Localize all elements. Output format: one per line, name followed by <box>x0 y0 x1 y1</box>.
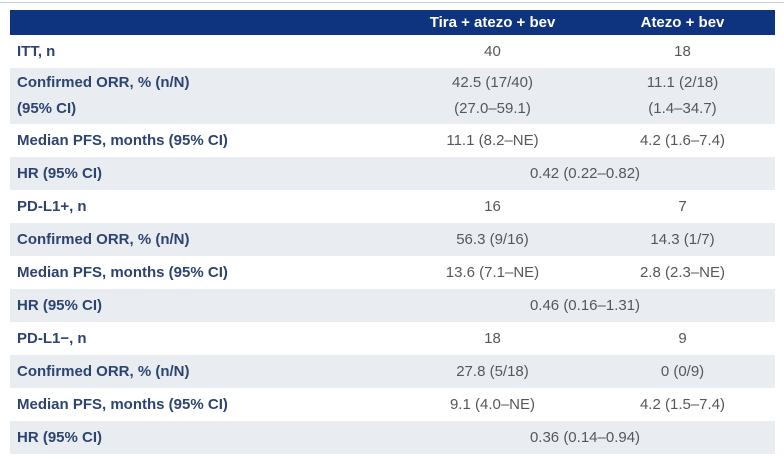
row-orr-pdl1-pos: Confirmed ORR, % (n/N) 56.3 (9/16) 14.3 … <box>10 223 775 256</box>
cell-value-tira: 18 <box>484 329 501 347</box>
cell-value-tira: 13.6 (7.1–NE) <box>445 263 540 281</box>
cell-value-atezo: 7 <box>678 197 687 215</box>
row-hr-pdl1-neg: HR (95% CI) 0.36 (0.14–0.94) <box>10 421 775 454</box>
row-label: Confirmed ORR, % (n/N) <box>17 230 190 248</box>
table-header-row: Tira + atezo + bev Atezo + bev <box>10 10 775 35</box>
row-label: PD-L1−, n <box>17 329 87 347</box>
row-label-line2: (95% CI) <box>17 100 77 117</box>
cell-value-span: 0.42 (0.22–0.82) <box>529 164 641 182</box>
cell-value-atezo: 2.8 (2.3–NE) <box>639 263 726 281</box>
row-hr-pdl1-pos: HR (95% CI) 0.46 (0.16–1.31) <box>10 289 775 322</box>
cell-value-atezo: 11.1 (2/18) (1.4–34.7) <box>590 70 775 122</box>
cell-value-atezo: 18 <box>674 42 691 60</box>
cell-value-line2: (27.0–59.1) <box>454 100 531 117</box>
cell-value-tira: 16 <box>484 197 501 215</box>
row-orr-pdl1-neg: Confirmed ORR, % (n/N) 27.8 (5/18) 0 (0/… <box>10 355 775 388</box>
cell-value-atezo: 9 <box>678 329 687 347</box>
cell-value-tira: 11.1 (8.2–NE) <box>446 131 539 149</box>
row-pdl1-neg: PD-L1−, n 18 9 <box>10 322 775 355</box>
cell-value-tira: 40 <box>484 42 501 60</box>
cell-value-atezo: 4.2 (1.6–7.4) <box>639 131 726 149</box>
row-label: Median PFS, months (95% CI) <box>17 395 228 413</box>
efficacy-results-table: Tira + atezo + bev Atezo + bev ITT, n 40… <box>10 10 775 454</box>
cell-value-tira: 27.8 (5/18) <box>456 362 529 380</box>
row-label: Confirmed ORR, % (n/N) (95% CI) <box>10 70 395 122</box>
row-pfs-itt: Median PFS, months (95% CI) 11.1 (8.2–NE… <box>10 124 775 157</box>
cell-value-atezo: 14.3 (1/7) <box>650 230 715 248</box>
row-itt: ITT, n 40 18 <box>10 35 775 68</box>
cell-value-atezo: 4.2 (1.5–7.4) <box>639 395 726 413</box>
row-label: ITT, n <box>17 42 56 60</box>
cell-value-line1: 11.1 (2/18) <box>646 74 719 91</box>
row-label: Median PFS, months (95% CI) <box>17 263 228 281</box>
row-label-line1: Confirmed ORR, % (n/N) <box>17 74 190 91</box>
cell-value-span: 0.46 (0.16–1.31) <box>529 296 641 314</box>
cell-value-tira: 42.5 (17/40) (27.0–59.1) <box>395 70 590 122</box>
row-label: Median PFS, months (95% CI) <box>17 131 228 149</box>
column-header-atezo-bev: Atezo + bev <box>640 14 725 31</box>
row-orr-itt: Confirmed ORR, % (n/N) (95% CI) 42.5 (17… <box>10 68 775 124</box>
row-label: HR (95% CI) <box>17 296 103 314</box>
row-label: PD-L1+, n <box>17 197 87 215</box>
row-label: HR (95% CI) <box>17 164 103 182</box>
cell-value-span: 0.36 (0.14–0.94) <box>529 428 641 446</box>
cell-value-atezo: 0 (0/9) <box>660 362 705 380</box>
row-pfs-pdl1-pos: Median PFS, months (95% CI) 13.6 (7.1–NE… <box>10 256 775 289</box>
column-header-tira-atezo-bev: Tira + atezo + bev <box>429 14 556 31</box>
row-hr-itt: HR (95% CI) 0.42 (0.22–0.82) <box>10 157 775 190</box>
row-label: Confirmed ORR, % (n/N) <box>17 362 190 380</box>
row-pfs-pdl1-neg: Median PFS, months (95% CI) 9.1 (4.0–NE)… <box>10 388 775 421</box>
cell-value-line1: 42.5 (17/40) <box>452 74 533 91</box>
cell-value-tira: 9.1 (4.0–NE) <box>449 395 536 413</box>
row-pdl1-pos: PD-L1+, n 16 7 <box>10 190 775 223</box>
row-label: HR (95% CI) <box>17 428 103 446</box>
cell-value-tira: 56.3 (9/16) <box>456 230 529 248</box>
top-divider <box>0 2 784 3</box>
cell-value-line2: (1.4–34.7) <box>648 100 717 117</box>
